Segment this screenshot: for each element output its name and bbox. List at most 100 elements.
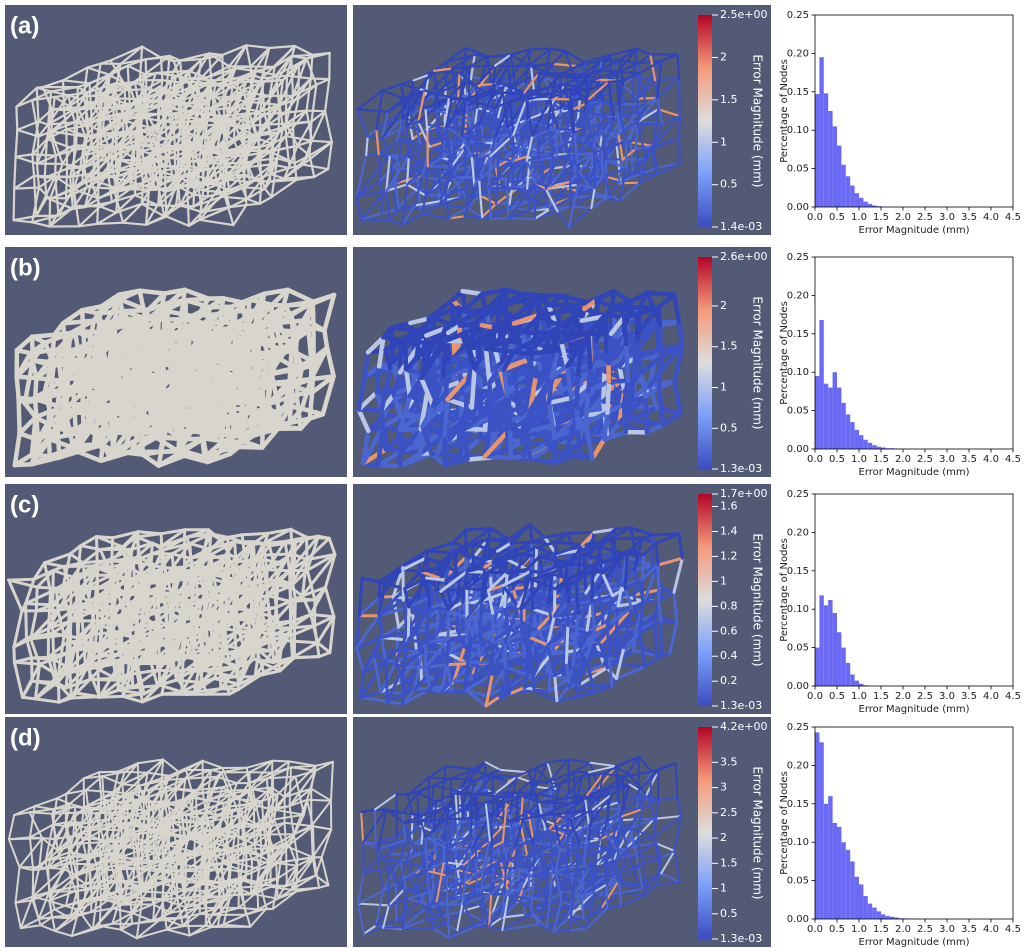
y-tick-label: 0.20 bbox=[787, 290, 809, 301]
strut bbox=[507, 187, 529, 209]
strut bbox=[432, 67, 454, 72]
strut bbox=[559, 72, 579, 80]
strut bbox=[629, 141, 635, 175]
colorbar-tick-label: 1 bbox=[720, 135, 727, 148]
strut bbox=[51, 569, 55, 607]
strut bbox=[525, 153, 555, 162]
strut bbox=[229, 88, 246, 104]
strut bbox=[198, 218, 235, 227]
strut bbox=[622, 112, 635, 117]
strut bbox=[113, 82, 131, 87]
strut bbox=[35, 154, 57, 165]
bar bbox=[863, 201, 868, 207]
strut bbox=[34, 347, 60, 381]
strut bbox=[355, 179, 383, 198]
strut bbox=[406, 183, 427, 197]
strut bbox=[164, 190, 168, 218]
strut bbox=[86, 73, 111, 94]
strut bbox=[661, 115, 682, 125]
strut bbox=[393, 182, 401, 210]
strut bbox=[525, 187, 531, 212]
strut bbox=[315, 77, 331, 86]
strut bbox=[581, 99, 605, 142]
strut bbox=[186, 160, 192, 187]
strut bbox=[616, 70, 620, 106]
strut bbox=[114, 147, 141, 162]
strut bbox=[149, 187, 177, 191]
strut bbox=[236, 444, 265, 450]
strut bbox=[569, 153, 577, 183]
strut bbox=[487, 380, 494, 411]
strut bbox=[99, 612, 105, 648]
strut bbox=[600, 140, 628, 151]
strut bbox=[207, 119, 226, 140]
strut bbox=[105, 106, 115, 136]
strut bbox=[619, 304, 642, 310]
strut bbox=[310, 110, 327, 142]
strut bbox=[201, 137, 210, 162]
strut bbox=[356, 89, 384, 111]
strut bbox=[421, 212, 450, 220]
strut bbox=[489, 135, 497, 158]
strut bbox=[356, 108, 369, 138]
colorbar-tick-label: 0.5 bbox=[720, 178, 738, 191]
y-tick-label: 0.20 bbox=[787, 48, 809, 59]
strut bbox=[505, 187, 510, 220]
strut bbox=[32, 174, 46, 179]
strut bbox=[221, 146, 250, 184]
strut bbox=[164, 160, 192, 193]
strut bbox=[284, 74, 289, 114]
strut bbox=[381, 96, 412, 140]
y-tick-label: 0.05 bbox=[787, 164, 809, 175]
strut bbox=[556, 205, 572, 213]
strut bbox=[593, 70, 619, 81]
strut bbox=[601, 130, 620, 136]
strut bbox=[259, 78, 284, 113]
strut bbox=[142, 170, 162, 184]
strut bbox=[599, 68, 619, 74]
strut bbox=[96, 153, 100, 200]
strut bbox=[600, 118, 615, 151]
strut bbox=[84, 133, 99, 138]
strut bbox=[634, 147, 642, 175]
strut bbox=[186, 184, 190, 227]
strut bbox=[401, 183, 409, 226]
colorbar-tick-label: 1.3e-03 bbox=[720, 462, 762, 475]
strut bbox=[113, 97, 119, 120]
strut bbox=[72, 188, 81, 228]
strut bbox=[548, 196, 573, 211]
strut bbox=[657, 108, 682, 118]
strut bbox=[258, 145, 263, 182]
strut bbox=[12, 431, 22, 468]
strut bbox=[636, 96, 659, 124]
strut bbox=[655, 77, 681, 100]
strut bbox=[655, 96, 664, 125]
strut bbox=[444, 175, 467, 196]
strut bbox=[243, 146, 250, 176]
strut bbox=[180, 121, 186, 147]
strut bbox=[169, 74, 178, 105]
strut bbox=[464, 175, 469, 209]
strut bbox=[310, 301, 316, 331]
strut bbox=[467, 64, 497, 68]
strut bbox=[221, 367, 228, 412]
strut bbox=[201, 159, 205, 192]
colorbar-tick-label: 1 bbox=[720, 381, 727, 394]
x-tick-label: 1.0 bbox=[851, 454, 867, 465]
strut bbox=[487, 186, 492, 220]
strut bbox=[270, 157, 279, 199]
strut bbox=[245, 179, 263, 200]
strut bbox=[117, 158, 141, 162]
strut bbox=[423, 89, 438, 95]
strut bbox=[45, 128, 68, 141]
strut bbox=[636, 59, 663, 100]
strut bbox=[89, 171, 110, 181]
strut bbox=[284, 122, 299, 147]
bar bbox=[828, 111, 833, 207]
strut bbox=[187, 69, 208, 79]
strut bbox=[143, 107, 153, 143]
strut bbox=[589, 158, 608, 179]
strut bbox=[505, 84, 515, 87]
strut bbox=[616, 62, 641, 74]
x-tick-label: 3.5 bbox=[961, 454, 977, 465]
